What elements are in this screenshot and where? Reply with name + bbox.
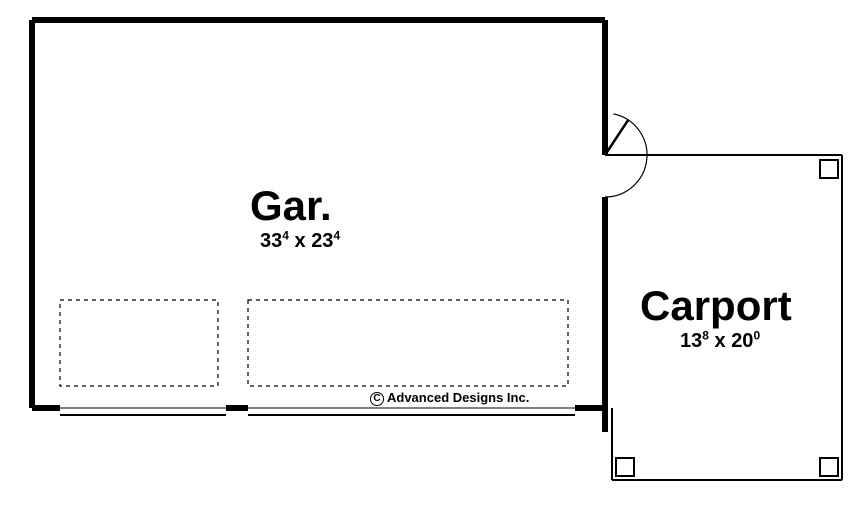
copyright-icon: C (370, 392, 384, 406)
floor-plan (0, 0, 862, 508)
garage-label: Gar. (250, 185, 332, 227)
carport-label: Carport (640, 285, 792, 327)
garage-dimensions: 334 x 234 (260, 230, 340, 253)
carport-dimensions: 138 x 200 (680, 330, 760, 353)
copyright-notice: CAdvanced Designs Inc. (370, 390, 529, 406)
